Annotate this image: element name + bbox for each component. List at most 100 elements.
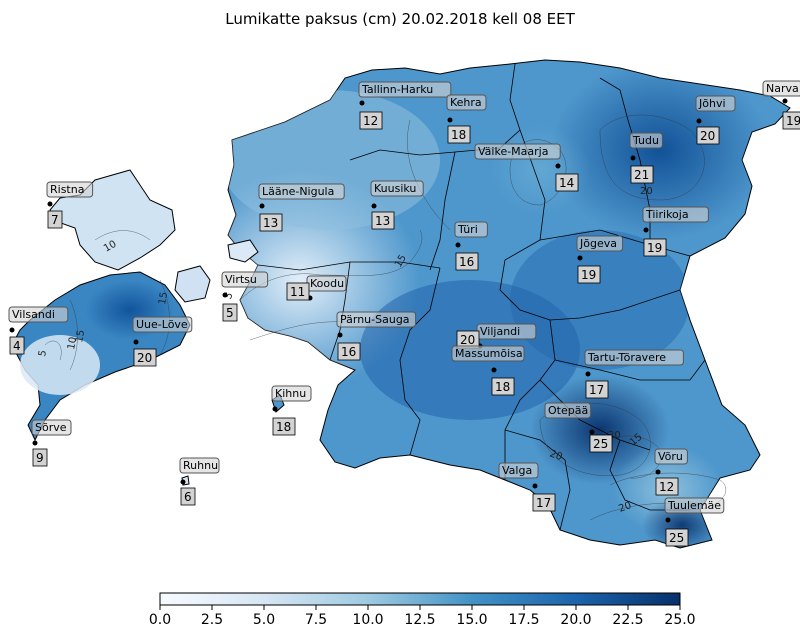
station-marker: Kuusiku 13 [370, 180, 424, 230]
station-value: 12 [659, 480, 674, 494]
station-value-box [272, 417, 296, 436]
station-dot [665, 517, 671, 523]
station-value: 7 [51, 213, 59, 227]
station-dot [655, 469, 661, 475]
station-marker: Jõgeva 19 [576, 235, 624, 284]
station-marker: Tudu 21 [629, 132, 663, 184]
station-marker: Pärnu-Sauga 16 [336, 311, 417, 361]
station-value: 16 [341, 345, 356, 359]
station-value: 20 [460, 333, 475, 347]
station-dot [455, 242, 461, 248]
station-value: 17 [536, 496, 551, 510]
station-name-box [446, 94, 487, 111]
station-name: Türi [457, 223, 478, 236]
station-marker: Lääne-Nigula 13 [258, 183, 345, 232]
station-name: Ristna [50, 183, 84, 196]
station-value: 14 [559, 176, 574, 190]
station-name-box [544, 402, 592, 419]
station-value-box [577, 265, 601, 284]
station-marker: Sõrve 9 [31, 419, 72, 467]
station-value: 18 [276, 420, 291, 434]
station-value-box [532, 493, 556, 512]
station-name: Massumõisa [455, 347, 523, 360]
station-name: Valga [502, 464, 532, 477]
station-value: 11 [290, 285, 305, 299]
station-name-box [454, 221, 488, 238]
station-value-box [47, 210, 63, 229]
station-dot [577, 255, 583, 261]
station-name: Ruhnu [183, 459, 218, 472]
station-value: 25 [669, 531, 684, 545]
station-name: Kihnu [275, 387, 306, 400]
station-value-box [180, 487, 196, 506]
station-dot [259, 203, 265, 209]
station-marker: Narva 19 [762, 80, 800, 130]
station-value: 9 [36, 451, 44, 465]
station-name-box [31, 419, 72, 436]
station-name: Vilsandi [12, 308, 55, 321]
station-name-box [336, 311, 417, 328]
station-name: Viljandi [480, 325, 520, 338]
station-dot [371, 203, 377, 209]
station-value: 19 [786, 114, 800, 128]
station-markers: Tallinn-Harku 12 Kehra 18 Väike-Maarja 14 Tudu… [8, 80, 800, 547]
station-dot [782, 98, 788, 104]
station-value-box [655, 477, 679, 496]
station-value-box [585, 380, 609, 399]
station-name: Otepää [548, 404, 588, 417]
station-marker: Kehra 18 [446, 94, 487, 144]
station-name: Kehra [450, 96, 482, 109]
station-name-box [584, 349, 684, 366]
station-name: Tuulemäe [667, 499, 721, 512]
station-name-box [629, 132, 663, 149]
station-value: 18 [451, 128, 466, 142]
station-name: Tiirikoja [645, 208, 689, 221]
station-name: Virtsu [225, 273, 257, 286]
station-value: 21 [634, 168, 649, 182]
county-borders [257, 63, 706, 531]
station-value: 12 [363, 114, 378, 128]
contour-label: 15 [74, 329, 87, 343]
station-value-box [32, 448, 48, 467]
station-name-box [179, 457, 220, 474]
station-dot [585, 371, 591, 377]
station-name: Kuusiku [374, 182, 416, 195]
station-name-box [498, 462, 539, 479]
station-name: Tallinn-Harku [361, 83, 433, 96]
station-dot [222, 292, 228, 298]
station-value-box [133, 348, 157, 367]
station-value-box [643, 238, 667, 257]
station-marker: Ruhnu 6 [179, 457, 220, 506]
station-marker: Vilsandi 4 [8, 306, 69, 355]
station-dot [630, 155, 636, 161]
station-name-box [132, 316, 193, 333]
station-name-box [8, 306, 69, 323]
station-name-box [576, 235, 624, 252]
colorbar-gradient [159, 592, 681, 606]
station-dot [532, 483, 538, 489]
station-marker: Tallinn-Harku 12 [358, 81, 452, 130]
station-dot [32, 440, 38, 446]
station-name: Sõrve [35, 421, 67, 434]
station-value-box [447, 125, 471, 144]
station-marker: Uue-Lõve 20 [132, 316, 193, 367]
station-name: Uue-Lõve [136, 318, 188, 331]
colorbar-tick-label: 17.5 [508, 612, 539, 628]
station-marker: Türi 16 [454, 221, 488, 271]
colorbar-tick-label: 12.5 [404, 612, 435, 628]
station-dot [696, 118, 702, 124]
station-value-box [589, 434, 613, 453]
station-value-box [555, 173, 579, 192]
station-value-box [455, 252, 479, 271]
station-name: Koodu [310, 277, 344, 290]
station-dot [359, 100, 365, 106]
station-name-box [664, 497, 725, 514]
contour-label: 20 [548, 448, 564, 463]
station-dot [337, 332, 343, 338]
station-dot [589, 429, 595, 435]
station-name-box [370, 180, 424, 197]
station-name-box [654, 448, 688, 465]
contour-label: 5 [37, 349, 49, 357]
station-dot [447, 117, 453, 123]
